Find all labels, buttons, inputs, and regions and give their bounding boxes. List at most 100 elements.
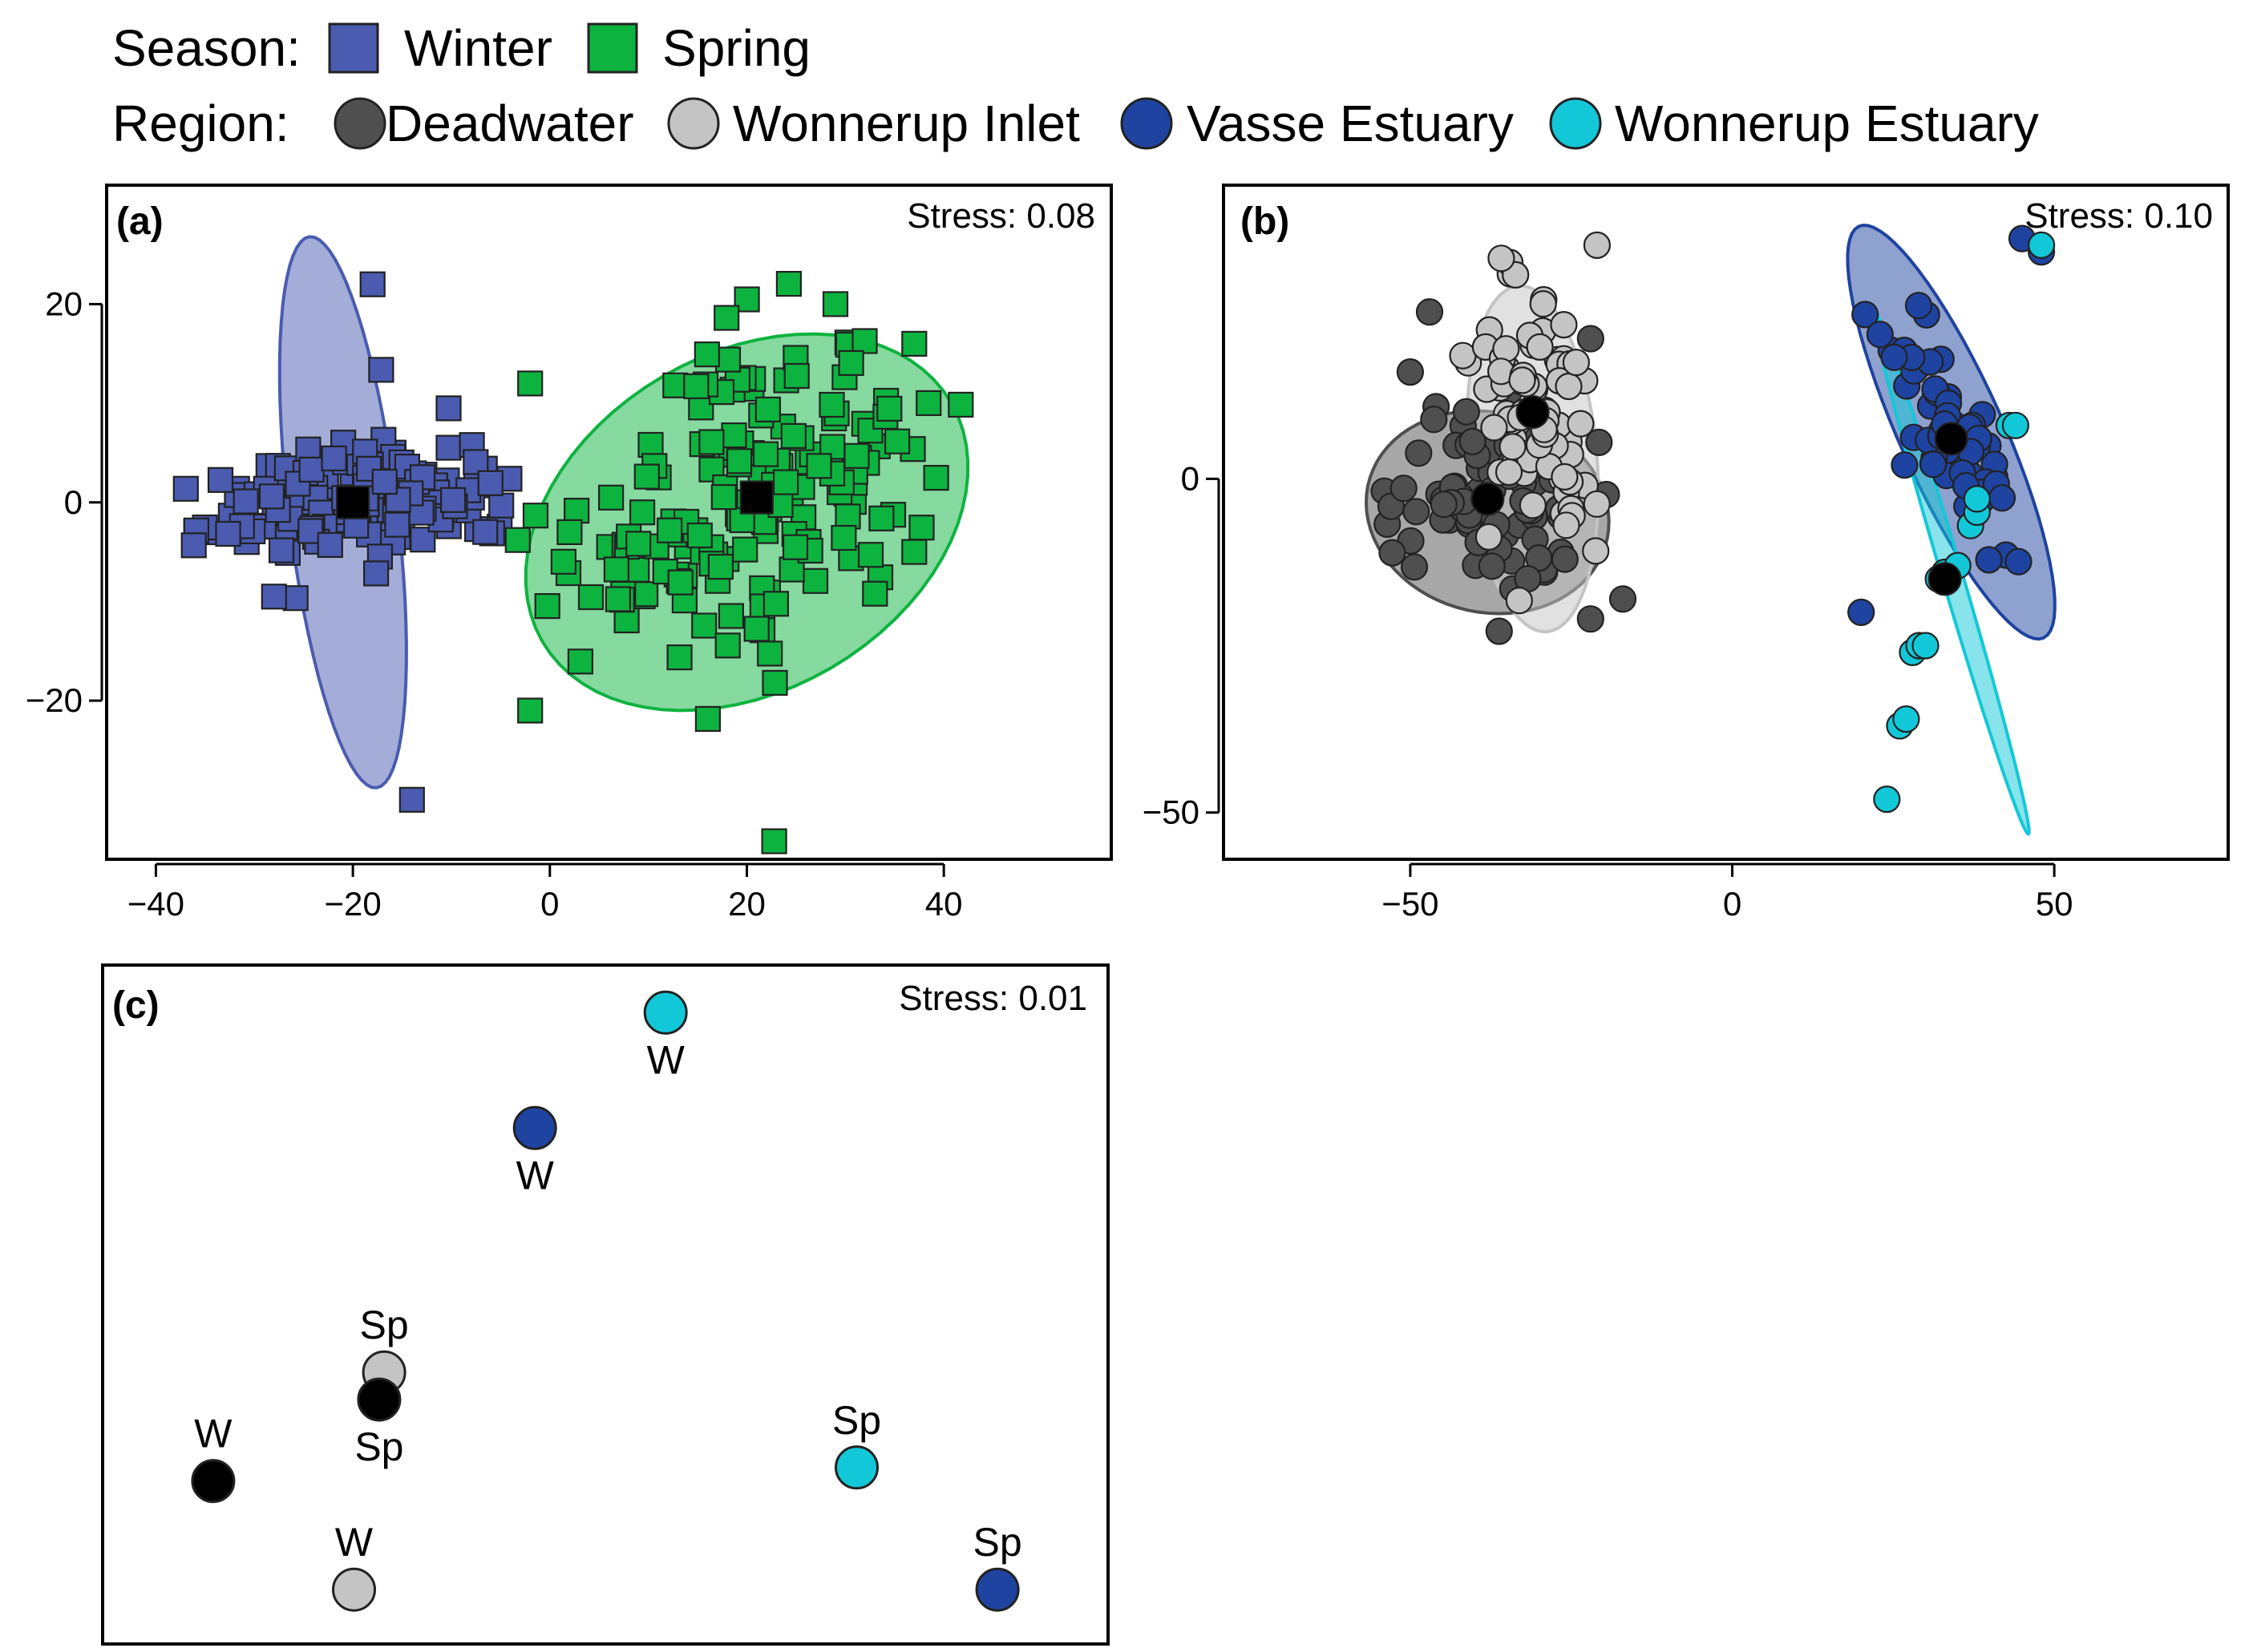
panel-b-vasse-estuary-point	[1851, 301, 1879, 329]
panel-b-wonnerup-inlet-point	[1529, 290, 1557, 318]
panel-a-spring-point	[710, 483, 737, 511]
panel-a-winter-point	[398, 786, 425, 813]
panel-a: (a) Stress: 0.08 −40 −20 0 20 40 −20 0 20	[26, 184, 1113, 923]
panel-b-deadwater-point	[1378, 539, 1406, 567]
legend-wonnerup-inlet-label: Wonnerup Inlet	[733, 95, 1080, 152]
panel-a-spring-point	[772, 469, 799, 495]
panel-b-vasse-estuary-point	[1988, 484, 2016, 512]
panel-a-spring-point	[851, 328, 878, 354]
panel-c-point-label: Sp	[973, 1520, 1022, 1565]
panel-b-wonnerup-inlet-point	[1551, 462, 1579, 491]
panel-a-spring-point	[948, 391, 974, 418]
panel-c: (c) Stress: 0.01 W W Sp Sp W W Sp Sp	[101, 963, 1110, 1646]
panel-b-y-tick-label: 0	[1181, 459, 1199, 497]
panel-b-wonnerup-inlet-point	[1492, 335, 1520, 363]
panel-a-winter-point	[410, 527, 436, 553]
panel-a-winter-point	[180, 532, 207, 559]
legend-winter-swatch	[328, 22, 379, 74]
panel-a-spring-point	[603, 556, 630, 583]
panel-a-x-tick-label: −20	[324, 885, 381, 923]
panel-b-points	[1370, 224, 2056, 814]
panel-a-spring-point	[567, 648, 594, 675]
panel-a-spring-point	[714, 632, 741, 659]
panel-a-winter-point	[368, 357, 394, 383]
legend-wonnerup-estuary-swatch	[1549, 97, 1602, 150]
panel-b-label: (b)	[1240, 200, 1289, 243]
panel-a-winter-point	[384, 511, 411, 538]
panel-a-winter-point	[233, 488, 259, 515]
panel-a-spring-point	[901, 330, 928, 357]
panel-a-spring-point	[605, 586, 632, 612]
panel-b-centroids	[1470, 394, 1968, 596]
panel-b-wonnerup-estuary-point	[2028, 231, 2056, 259]
legend-spring-label: Spring	[662, 19, 811, 77]
panel-a-spring-point	[775, 271, 803, 297]
panel-b: (b) Stress: 0.10 −50 0 50 −50 0	[1143, 184, 2230, 923]
panel-a-spring-point	[656, 517, 683, 543]
panel-b-vasse-estuary-point	[1975, 546, 2003, 574]
panel-a-winter-point	[207, 467, 234, 493]
panel-b-deadwater-point	[1551, 545, 1579, 573]
panel-b-wonnerup-estuary-point	[1911, 632, 1940, 660]
panel-a-spring-point	[923, 464, 949, 491]
panel-a-spring-point	[625, 531, 652, 557]
panel-b-wonnerup-inlet-point	[1480, 414, 1508, 442]
panel-a-spring-centroid	[739, 480, 774, 515]
panel-c-point-label: Sp	[832, 1398, 881, 1443]
panel-a-winter-point	[463, 449, 489, 475]
panel-a-winter-point	[472, 519, 499, 545]
legend: Season: Winter Spring Region: Deadwater …	[112, 19, 2039, 152]
panel-a-spring-point	[721, 422, 747, 449]
panel-b-vasse-estuary-point	[1919, 450, 1948, 479]
panel-a-x-axis: −40 −20 0 20 40	[127, 862, 963, 923]
panel-b-wonnerup-inlet-point	[1499, 433, 1527, 461]
panel-a-spring-point	[783, 362, 810, 390]
panel-a-spring-point	[556, 519, 583, 546]
panel-a-spring-point	[517, 370, 544, 397]
panel-a-spring-point	[762, 669, 788, 697]
panel-b-y-axis: −50 0	[1143, 459, 1220, 831]
panel-a-winter-point	[477, 470, 504, 496]
panel-a-spring-point	[534, 592, 560, 620]
panel-b-wonnerup-estuary-point	[1873, 785, 1901, 814]
panel-b-deadwater-point	[1608, 585, 1637, 613]
panel-a-winter-point	[298, 456, 325, 483]
panel-a-winter-point	[268, 537, 295, 563]
panel-c-point-deadwater-w	[191, 1459, 236, 1504]
panel-a-label: (a)	[116, 200, 164, 243]
panel-b-stress: Stress: 0.10	[2024, 196, 2213, 236]
panel-a-x-tick-label: 40	[925, 885, 963, 923]
panel-b-wonnerup-estuary-point	[1963, 485, 1991, 513]
panel-a-y-axis: −20 0 20	[26, 285, 103, 719]
panel-a-spring-point	[597, 484, 625, 511]
panel-a-spring-point	[754, 396, 782, 422]
panel-b-deadwater-point	[1485, 617, 1513, 645]
legend-wonnerup-inlet-swatch	[667, 97, 720, 150]
panel-b-vasse-estuary-point	[1847, 598, 1875, 627]
panel-a-spring-point	[761, 828, 787, 854]
panel-b-vasse-estuary-point	[1880, 343, 1908, 371]
panel-a-winter-point	[439, 487, 467, 513]
panel-a-winter-point	[282, 585, 309, 612]
panel-a-spring-point	[686, 522, 713, 549]
panel-b-wonnerup-estuary-centroid	[1927, 562, 1962, 596]
panel-a-spring-point	[637, 431, 664, 458]
panel-b-deadwater-point	[1400, 553, 1429, 581]
panel-a-spring-point	[838, 349, 864, 376]
panel-c-point-wonnerup-estuary	[835, 1445, 879, 1490]
panel-c-stress: Stress: 0.01	[899, 979, 1087, 1018]
panel-a-x-tick-label: 0	[540, 885, 559, 923]
panel-c-point-label: W	[647, 1037, 686, 1082]
panel-a-spring-point	[782, 534, 809, 560]
panel-a-spring-point	[718, 603, 745, 629]
panel-c-point-wonnerup-inlet	[332, 1567, 376, 1612]
panel-a-spring-point	[632, 581, 659, 608]
panel-a-winter-point	[359, 271, 386, 297]
panel-a-y-tick-label: 0	[64, 483, 83, 521]
panel-a-spring-point	[752, 441, 779, 467]
panel-a-spring-point	[757, 640, 783, 667]
panel-b-deadwater-point	[1430, 491, 1458, 519]
panel-a-spring-point	[732, 536, 758, 563]
panel-a-spring-point	[577, 584, 605, 611]
panel-a-spring-point	[550, 548, 577, 575]
